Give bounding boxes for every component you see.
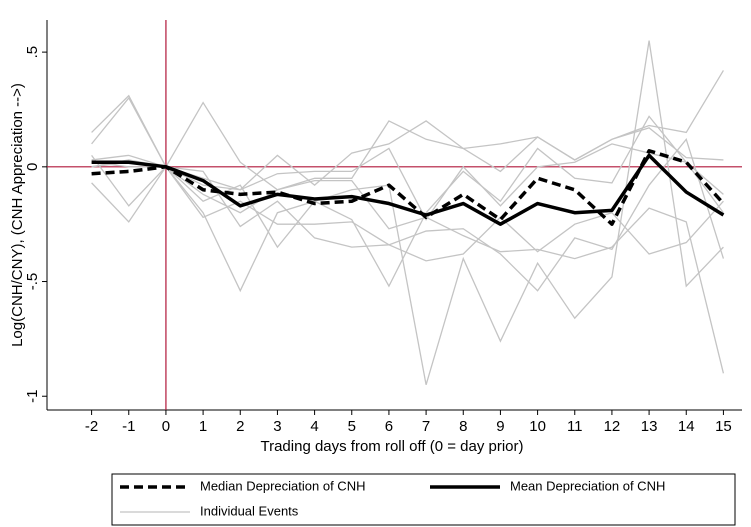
x-axis-title: Trading days from roll off (0 = day prio… <box>260 438 523 455</box>
x-tick-label: 2 <box>236 418 244 435</box>
x-tick-label: 6 <box>385 418 393 435</box>
x-tick-label: -1 <box>122 418 135 435</box>
x-tick-label: 13 <box>641 418 658 435</box>
event-line <box>91 143 724 221</box>
x-tick-label: 1 <box>199 418 207 435</box>
event-line <box>91 120 724 191</box>
event-line <box>91 161 724 262</box>
x-tick-label: 10 <box>529 418 546 435</box>
event-line <box>91 137 725 292</box>
legend-label: Mean Depreciation of CNH <box>510 478 665 493</box>
event-line <box>91 115 724 288</box>
x-tick-label: -2 <box>85 418 98 435</box>
x-tick-label: 9 <box>496 418 504 435</box>
x-tick-label: 7 <box>422 418 430 435</box>
y-axis-title: Log(CNH/CNY), (CNH Appreciation -->) <box>9 83 26 347</box>
legend-label: Individual Events <box>200 503 299 518</box>
x-tick-label: 12 <box>604 418 621 435</box>
event-line <box>91 154 725 374</box>
y-tick-label: -.5 <box>24 273 41 291</box>
x-tick-label: 11 <box>567 418 583 435</box>
series-line <box>91 153 725 226</box>
y-tick-label: 0 <box>24 163 41 171</box>
x-tick-label: 4 <box>310 418 318 435</box>
x-tick-label: 3 <box>273 418 281 435</box>
x-tick-label: 0 <box>162 418 170 435</box>
legend-label: Median Depreciation of CNH <box>200 478 365 493</box>
event-line <box>91 40 724 385</box>
legend-box <box>111 473 736 526</box>
series-line <box>91 149 725 226</box>
x-tick-label: 15 <box>715 418 732 435</box>
x-tick-label: 5 <box>348 418 356 435</box>
x-tick-label: 14 <box>678 418 695 435</box>
y-tick-label: .5 <box>24 46 41 59</box>
x-tick-label: 8 <box>459 418 467 435</box>
y-tick-label: -1 <box>24 390 41 403</box>
